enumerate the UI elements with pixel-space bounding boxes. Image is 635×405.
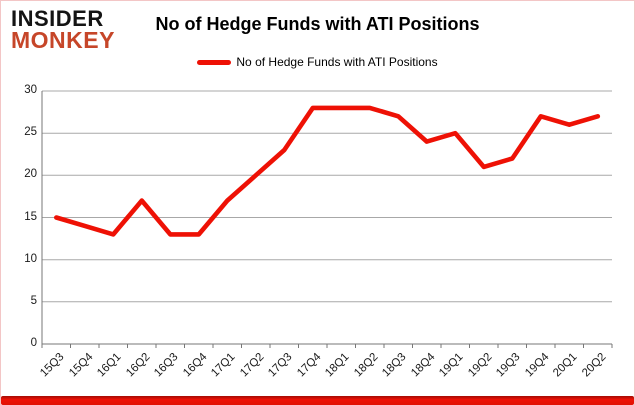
insider-monkey-logo: INSIDER MONKEY <box>11 6 115 53</box>
chart-title: No of Hedge Funds with ATI Positions <box>155 14 480 34</box>
y-tick-label: 30 <box>24 84 37 96</box>
y-tick-label: 0 <box>30 337 37 349</box>
series-line <box>53 105 601 237</box>
legend: No of Hedge Funds with ATI Positions <box>1 55 634 69</box>
bottom-red-bar <box>1 396 634 405</box>
logo-text-insider: INSIDER <box>11 6 104 31</box>
legend-label: No of Hedge Funds with ATI Positions <box>236 55 438 69</box>
y-tick-label: 10 <box>24 252 37 265</box>
logo-text-monkey: MONKEY <box>11 26 115 53</box>
y-tick-label: 15 <box>24 210 37 223</box>
legend-line-swatch <box>197 59 232 65</box>
y-tick-label: 25 <box>24 126 37 139</box>
y-tick-label: 5 <box>30 294 37 307</box>
y-tick-label: 20 <box>24 168 37 181</box>
